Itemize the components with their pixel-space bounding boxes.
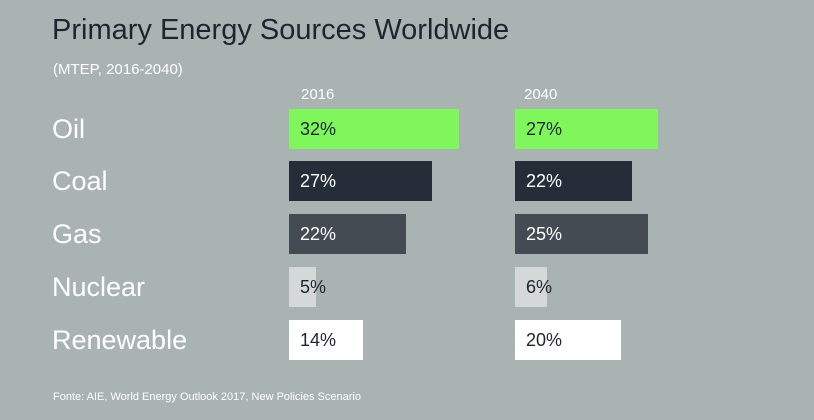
- bar-value-label: 14%: [300, 330, 337, 350]
- bar-value-label: 5%: [300, 277, 327, 297]
- bar-nuclear-2040: [515, 267, 547, 307]
- bar-value-label: 20%: [526, 330, 563, 350]
- series-header-2016: 2016: [301, 86, 335, 103]
- chart-subtitle: (MTEP, 2016-2040): [53, 61, 183, 78]
- bar-value-label: 6%: [526, 277, 553, 297]
- bar-value-label: 22%: [526, 171, 563, 191]
- bar-value-label: 22%: [300, 224, 337, 244]
- bar-value-label: 32%: [300, 119, 337, 139]
- category-label-coal: Coal: [52, 166, 108, 196]
- source-note: Fonte: AIE, World Energy Outlook 2017, N…: [53, 391, 361, 403]
- bar-coal-2016: [289, 161, 432, 201]
- bar-value-label: 27%: [300, 171, 337, 191]
- bar-oil-2016: [289, 109, 459, 149]
- category-label-renewable: Renewable: [52, 325, 188, 355]
- category-label-nuclear: Nuclear: [52, 272, 146, 302]
- bar-oil-2040: [515, 109, 658, 149]
- bar-gas-2016: [289, 214, 406, 254]
- category-label-oil: Oil: [52, 114, 85, 144]
- bar-renewable-2040: [515, 320, 621, 360]
- bar-coal-2040: [515, 161, 632, 201]
- category-label-gas: Gas: [52, 219, 102, 249]
- chart-title: Primary Energy Sources Worldwide: [52, 14, 510, 46]
- series-header-2040: 2040: [524, 86, 558, 103]
- bar-renewable-2016: [289, 320, 363, 360]
- bar-gas-2040: [515, 214, 648, 254]
- bar-nuclear-2016: [289, 267, 316, 307]
- bar-value-label: 27%: [526, 119, 563, 139]
- bar-value-label: 25%: [526, 224, 563, 244]
